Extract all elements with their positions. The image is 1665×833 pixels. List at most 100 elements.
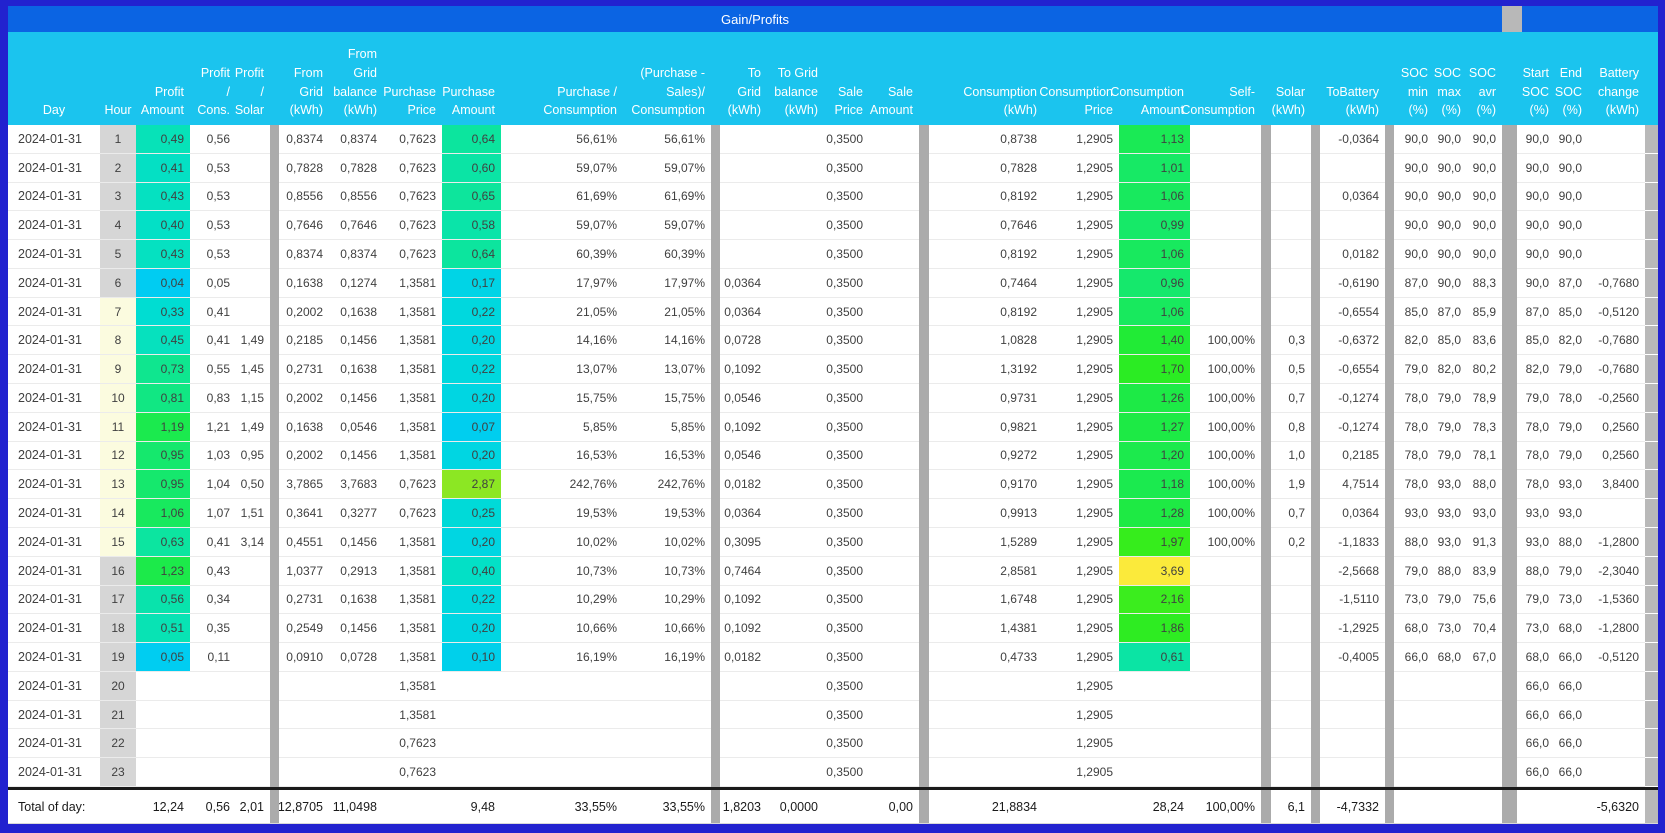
column-header-sa[interactable]: Sale Amount	[869, 84, 913, 118]
table-row: 2024-01-31 5 0,43 0,53 0,8374 0,8374 0,7623 0,6…	[8, 240, 1658, 269]
column-header-fg[interactable]: From Grid (kWh)	[289, 65, 323, 118]
vertical-scrollbar[interactable]	[1645, 384, 1658, 413]
column-header-smax[interactable]: SOC max (%)	[1433, 65, 1461, 118]
column-header-hour[interactable]: Hour	[104, 103, 132, 118]
column-header-sp[interactable]: Sale Price	[834, 84, 863, 118]
vertical-scrollbar[interactable]	[1645, 499, 1658, 528]
cell-cp: 1,2905	[1043, 326, 1119, 356]
vertical-scrollbar[interactable]	[1645, 326, 1658, 356]
cell-so: 1,9	[1271, 470, 1311, 500]
column-header-tgb[interactable]: To Grid balance (kWh)	[774, 65, 818, 118]
cell-fg	[279, 758, 329, 787]
column-header-savr[interactable]: SOC avr (%)	[1468, 65, 1496, 118]
cell-pcp: 10,29%	[501, 586, 623, 615]
pane-splitter[interactable]	[1502, 6, 1522, 32]
cell-pcp: 10,66%	[501, 614, 623, 644]
column-header-pa[interactable]: Profit Amount	[140, 84, 184, 118]
vertical-scrollbar[interactable]	[1645, 153, 1658, 183]
cell-sc: 100,00%	[1190, 499, 1261, 528]
vertical-scrollbar[interactable]	[1645, 211, 1658, 241]
cell-sen: 66,0	[1555, 672, 1588, 701]
column-header-pp[interactable]: Purchase Price	[383, 84, 436, 118]
column-divider	[1502, 211, 1517, 241]
vertical-scrollbar[interactable]	[1645, 412, 1658, 442]
vertical-scrollbar[interactable]	[1645, 585, 1658, 615]
cell-fgb: 0,1638	[329, 298, 383, 327]
vertical-scrollbar[interactable]	[1645, 614, 1658, 644]
vertical-scrollbar[interactable]	[1645, 125, 1658, 154]
vertical-scrollbar[interactable]	[1645, 700, 1658, 730]
column-header-fgb[interactable]: From Grid balance (kWh)	[333, 47, 377, 118]
cell-sen: 66,0	[1555, 729, 1588, 759]
vertical-scrollbar[interactable]	[1645, 671, 1658, 701]
cell-tg: 0,0728	[720, 326, 767, 356]
column-divider	[1385, 182, 1394, 212]
column-header-tb[interactable]: ToBattery (kWh)	[1326, 84, 1379, 118]
cell-savr: 75,6	[1467, 586, 1502, 615]
table-row: 2024-01-31 22 0,7623 0,3500 1,2905 66,0 66,0	[8, 729, 1658, 759]
cell-smin	[1394, 672, 1434, 701]
column-header-sst[interactable]: Start SOC (%)	[1521, 65, 1549, 118]
column-header-ca[interactable]: Consumption Amount	[1110, 84, 1184, 118]
column-divider	[1502, 125, 1517, 154]
cell-sp: 0,3500	[824, 672, 869, 701]
column-header-psc[interactable]: (Purchase - Sales)/ Consumption	[631, 65, 705, 118]
cell-cp: 1,2905	[1043, 758, 1119, 787]
column-header-cp[interactable]: Consumption Price	[1039, 84, 1113, 118]
vertical-scrollbar[interactable]	[1645, 182, 1658, 212]
column-header-pcp[interactable]: Purchase / Consumption	[543, 84, 617, 118]
column-header-sc[interactable]: Self- Consumption	[1181, 84, 1255, 118]
vertical-scrollbar[interactable]	[1645, 268, 1658, 298]
column-header-psl[interactable]: Profit / Solar	[234, 65, 264, 118]
vertical-scrollbar[interactable]	[1645, 556, 1658, 586]
vertical-scrollbar[interactable]	[1645, 355, 1658, 385]
cell-pcp: 60,39%	[501, 240, 623, 269]
cell-psl: 0,50	[236, 470, 270, 500]
cell-fg	[279, 672, 329, 701]
cell-savr: 91,3	[1467, 528, 1502, 557]
table-row: 2024-01-31 23 0,7623 0,3500 1,2905 66,0 66,0	[8, 758, 1658, 787]
column-divider	[919, 211, 929, 241]
column-header-tg[interactable]: To Grid (kWh)	[727, 65, 761, 118]
vertical-scrollbar[interactable]	[1645, 643, 1658, 672]
cell-co: 1,3192	[929, 355, 1043, 385]
vertical-scrollbar[interactable]	[1645, 758, 1658, 787]
vertical-scrollbar[interactable]	[1645, 527, 1658, 557]
cell-sen: 90,0	[1555, 211, 1588, 241]
column-header-sen[interactable]: End SOC (%)	[1554, 65, 1582, 118]
total-tg: 1,8203	[722, 799, 761, 814]
column-divider	[1385, 614, 1394, 644]
column-header-smin[interactable]: SOC min (%)	[1400, 65, 1428, 118]
total-row: Total of day: 12,24 0,56 2,01 12,8705 11,0498…	[8, 787, 1658, 824]
cell-bch: -0,7680	[1588, 355, 1645, 385]
vertical-scrollbar[interactable]	[1645, 240, 1658, 269]
cell-hour: 4	[100, 211, 136, 241]
column-divider	[1502, 527, 1517, 557]
vertical-scrollbar[interactable]	[1645, 790, 1658, 823]
cell-pcn: 1,03	[190, 442, 236, 471]
column-header-day[interactable]: Day	[42, 103, 66, 118]
column-divider	[919, 326, 929, 356]
table-row: 2024-01-31 12 0,95 1,03 0,95 0,2002 0,1456 1,35…	[8, 441, 1658, 471]
vertical-scrollbar[interactable]	[1645, 441, 1658, 471]
column-header-co[interactable]: Consumption (kWh)	[963, 84, 1037, 118]
cell-sa	[869, 240, 919, 269]
column-divider	[1311, 441, 1320, 471]
vertical-scrollbar[interactable]	[1645, 470, 1658, 500]
column-divider	[711, 614, 720, 644]
vertical-scrollbar[interactable]	[1645, 297, 1658, 327]
cell-ca: 1,06	[1119, 240, 1190, 269]
vertical-scrollbar[interactable]	[1645, 729, 1658, 759]
column-divider	[1311, 412, 1320, 442]
column-header-pam[interactable]: Purchase Amount	[442, 84, 495, 118]
cell-tg	[720, 183, 767, 212]
table-row: 2024-01-31 19 0,05 0,11 0,0910 0,0728 1,3581 0,…	[8, 643, 1658, 672]
cell-psc: 10,29%	[623, 586, 711, 615]
column-divider	[1502, 585, 1517, 615]
column-header-pcn[interactable]: Profit / Cons.	[197, 65, 230, 118]
column-header-so[interactable]: Solar (kWh)	[1271, 84, 1305, 118]
cell-savr: 78,1	[1467, 442, 1502, 471]
column-header-bch[interactable]: Battery change (kWh)	[1597, 65, 1639, 118]
column-divider	[1261, 729, 1271, 759]
total-ca: 28,24	[1152, 799, 1184, 814]
